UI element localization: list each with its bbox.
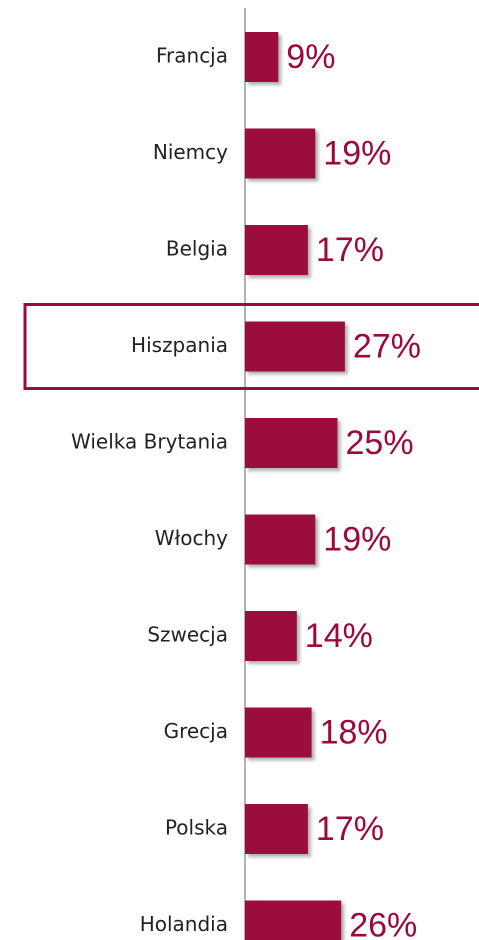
category-label: Niemcy [153,140,228,164]
value-label: 26% [349,906,417,940]
bar [245,514,316,565]
value-label: 25% [346,424,414,462]
bar [245,804,308,854]
category-label: Grecja [164,719,228,743]
bar [245,128,316,179]
value-label: 17% [316,231,384,269]
category-label: Francja [156,44,228,68]
bar [245,32,279,82]
bar [245,225,308,275]
category-label: Szwecja [147,623,228,647]
category-label: Wielka Brytania [71,430,228,454]
bar [245,707,312,758]
category-label: Włochy [155,526,228,550]
category-label: Hiszpania [131,333,228,357]
value-label: 17% [316,810,384,848]
bar [245,418,338,468]
value-label: 18% [320,713,388,751]
value-label: 14% [305,617,373,655]
category-label: Polska [165,816,228,840]
value-label: 9% [286,38,335,76]
bar [245,900,342,940]
bar [245,611,297,661]
value-label: 27% [353,327,421,365]
category-label: Holandia [140,912,228,936]
category-label: Belgia [166,237,228,261]
highlight-box [23,303,479,390]
value-label: 19% [323,520,391,558]
value-label: 19% [323,134,391,172]
bar [245,321,345,372]
